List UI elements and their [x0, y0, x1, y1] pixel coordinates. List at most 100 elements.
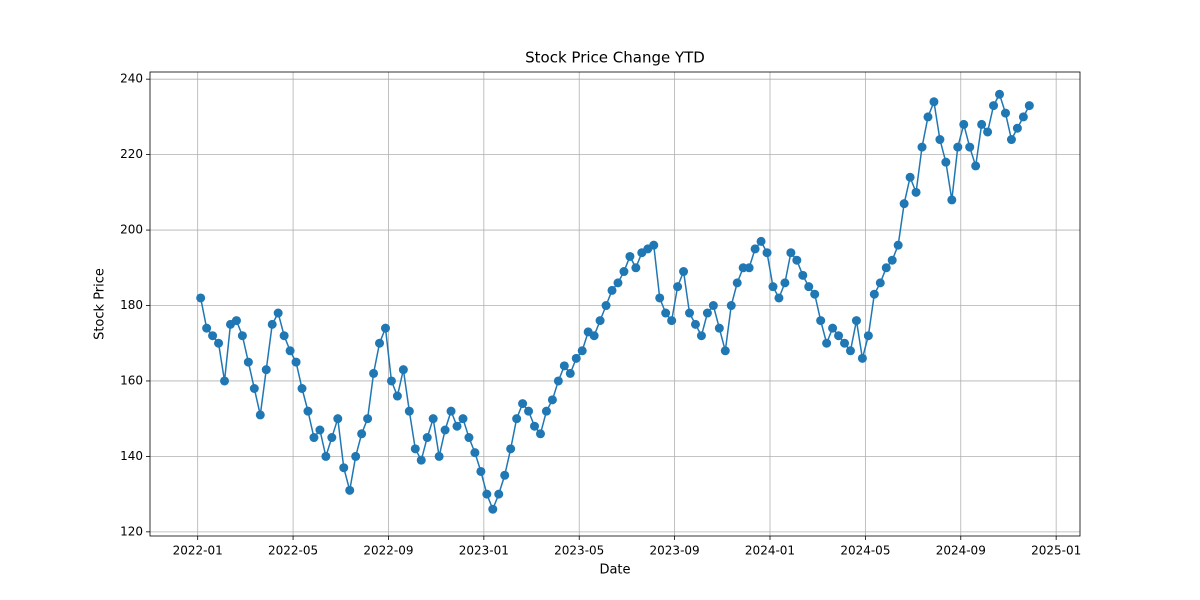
x-tick-label: 2025-01: [1031, 544, 1081, 558]
x-tick-label: 2024-09: [936, 544, 986, 558]
marker: [1006, 135, 1016, 145]
marker: [667, 316, 677, 326]
marker: [524, 406, 534, 416]
marker: [416, 455, 426, 465]
marker: [333, 414, 343, 424]
marker: [655, 293, 665, 303]
marker: [905, 172, 915, 182]
marker: [679, 267, 689, 277]
chart-title: Stock Price Change YTD: [525, 49, 705, 67]
y-tick-label: 240: [120, 72, 143, 86]
marker: [214, 338, 224, 348]
marker: [941, 157, 951, 167]
line: [199, 92, 1030, 512]
marker: [321, 451, 331, 461]
marker: [553, 376, 563, 386]
marker: [875, 278, 885, 288]
marker: [762, 248, 772, 258]
marker: [267, 319, 277, 329]
marker: [965, 142, 975, 152]
marker: [935, 135, 945, 145]
marker: [530, 421, 540, 431]
marker: [440, 425, 450, 435]
marker: [404, 406, 414, 416]
marker: [458, 414, 468, 424]
plot-frame: [149, 71, 1081, 537]
marker: [434, 451, 444, 461]
marker: [768, 282, 778, 292]
marker: [494, 489, 504, 499]
marker: [1018, 112, 1028, 122]
marker: [661, 308, 671, 318]
marker: [410, 444, 420, 454]
marker: [595, 316, 605, 326]
marker: [279, 331, 289, 341]
marker: [929, 97, 939, 107]
marker: [249, 384, 259, 394]
marker: [482, 489, 492, 499]
marker: [547, 395, 557, 405]
x-tick-label: 2022-01: [173, 544, 223, 558]
y-tick-label: 220: [120, 147, 143, 161]
marker: [851, 316, 861, 326]
marker: [923, 112, 933, 122]
marker: [237, 331, 247, 341]
marker: [375, 338, 385, 348]
marker: [476, 466, 486, 476]
marker: [273, 308, 283, 318]
marker: [380, 323, 390, 333]
marker: [750, 244, 760, 254]
marker: [959, 119, 969, 129]
marker: [357, 429, 367, 439]
marker: [726, 301, 736, 311]
marker: [500, 470, 510, 480]
marker: [995, 89, 1005, 99]
marker: [446, 406, 456, 416]
marker: [744, 263, 754, 273]
marker: [720, 346, 730, 356]
marker: [756, 236, 766, 246]
x-tick-label: 2024-05: [840, 544, 890, 558]
marker: [673, 282, 683, 292]
marker: [953, 142, 963, 152]
marker: [947, 195, 957, 205]
marker: [535, 429, 545, 439]
marker: [255, 410, 265, 420]
marker: [810, 289, 820, 299]
marker: [631, 263, 641, 273]
marker: [243, 357, 253, 367]
marker: [315, 425, 325, 435]
marker: [363, 414, 373, 424]
marker: [840, 338, 850, 348]
marker: [351, 451, 361, 461]
marker: [613, 278, 623, 288]
marker: [345, 485, 355, 495]
marker: [1012, 123, 1022, 133]
marker: [452, 421, 462, 431]
y-axis-label: Stock Price: [93, 268, 108, 340]
marker: [202, 323, 212, 333]
marker: [881, 263, 891, 273]
marker: [518, 399, 528, 409]
marker: [488, 504, 498, 514]
marker: [386, 376, 396, 386]
marker: [220, 376, 230, 386]
marker: [899, 199, 909, 209]
marker: [911, 187, 921, 197]
marker: [690, 319, 700, 329]
marker: [989, 101, 999, 111]
x-tick-label: 2022-09: [363, 544, 413, 558]
marker: [339, 463, 349, 473]
marker: [506, 444, 516, 454]
marker: [327, 433, 337, 443]
marker: [512, 414, 522, 424]
marker: [977, 119, 987, 129]
marker: [428, 414, 438, 424]
marker: [541, 406, 551, 416]
x-tick-label: 2023-01: [459, 544, 509, 558]
marker: [625, 251, 635, 261]
marker: [601, 301, 611, 311]
marker: [589, 331, 599, 341]
y-tick-label: 200: [120, 223, 143, 237]
